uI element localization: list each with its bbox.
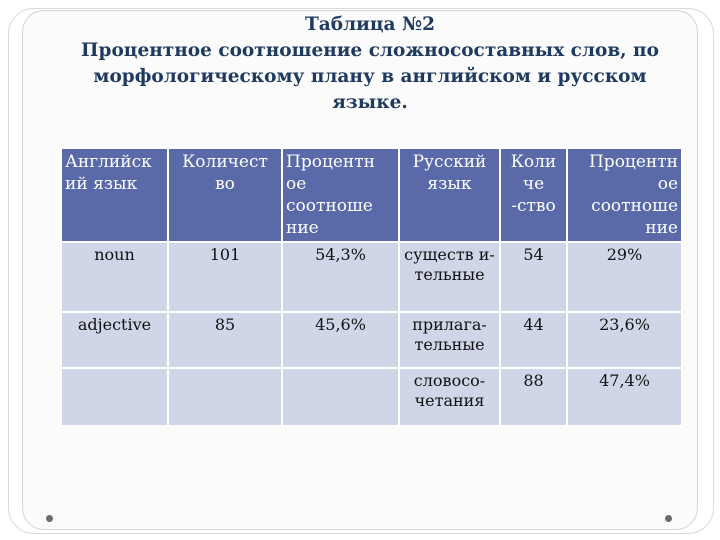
header-english: Английск ий язык (60, 147, 169, 243)
cell-count-ru: 88 (499, 367, 568, 427)
header-count-en: Количест во (167, 147, 283, 243)
cell-russian: существ и- тельные (398, 241, 501, 313)
table-header-row: Английск ий язык Количест во Процентн ое… (60, 147, 683, 243)
slide-outer-border (8, 8, 714, 534)
cell-count-ru: 54 (499, 241, 568, 313)
cell-percent-en (281, 367, 400, 427)
table-row: noun 101 54,3% существ и- тельные 54 29% (60, 241, 683, 313)
cell-count-en: 85 (167, 311, 283, 369)
table-row: adjective 85 45,6% прилага- тельные 44 2… (60, 311, 683, 369)
cell-percent-ru: 23,6% (566, 311, 683, 369)
cell-english: adjective (60, 311, 169, 369)
corner-dot-right (665, 515, 672, 522)
cell-russian: прилага- тельные (398, 311, 501, 369)
cell-percent-ru: 29% (566, 241, 683, 313)
cell-english (60, 367, 169, 427)
cell-english: noun (60, 241, 169, 313)
slide-title: Таблица №2 Процентное соотношение сложно… (60, 12, 680, 116)
cell-count-ru: 44 (499, 311, 568, 369)
title-line: Процентное соотношение сложносоставных с… (81, 40, 659, 61)
header-count-ru: Коли че -ство (499, 147, 568, 243)
title-line: Таблица №2 (305, 14, 435, 35)
header-russian: Русский язык (398, 147, 501, 243)
header-percent-ru: Процентн ое соотноше ние (566, 147, 683, 243)
cell-percent-en: 54,3% (281, 241, 400, 313)
cell-percent-en: 45,6% (281, 311, 400, 369)
title-line: языке. (332, 92, 408, 113)
table-row: словосо- четания 88 47,4% (60, 367, 683, 427)
cell-count-en (167, 367, 283, 427)
header-percent-en: Процентн ое соотноше ние (281, 147, 400, 243)
cell-count-en: 101 (167, 241, 283, 313)
cell-percent-ru: 47,4% (566, 367, 683, 427)
data-table: Английск ий язык Количест во Процентн ое… (60, 147, 683, 427)
cell-russian: словосо- четания (398, 367, 501, 427)
corner-dot-left (46, 515, 53, 522)
title-line: морфологическому плану в английском и ру… (93, 66, 647, 87)
